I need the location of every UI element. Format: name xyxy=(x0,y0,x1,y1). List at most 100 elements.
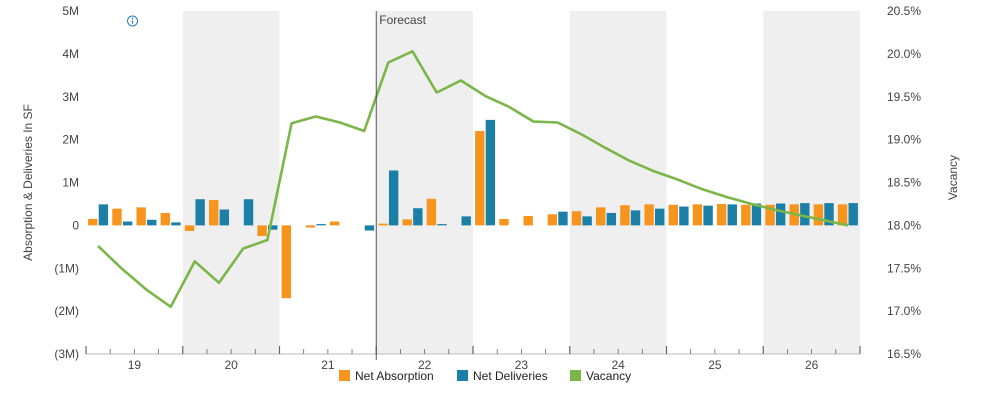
net-deliveries-bar xyxy=(582,216,592,226)
net-absorption-bar xyxy=(281,225,291,299)
net-deliveries-bar xyxy=(679,206,689,226)
vacancy-line xyxy=(97,49,849,309)
net-absorption-bar xyxy=(644,204,654,226)
right-axis-tick: 17.5% xyxy=(887,261,921,275)
net-deliveries-bar xyxy=(243,199,254,226)
net-absorption-bar xyxy=(668,204,678,226)
left-axis-tick: (3M) xyxy=(54,347,79,361)
net-absorption-bar xyxy=(378,223,388,226)
net-absorption-bar xyxy=(305,225,316,228)
net-absorption-bar xyxy=(692,204,703,226)
net-absorption-bar xyxy=(741,204,751,226)
net-deliveries-bar xyxy=(171,222,181,226)
net-absorption-bar xyxy=(402,219,412,226)
net-absorption-bar xyxy=(716,203,727,226)
net-deliveries-bar xyxy=(364,225,375,231)
left-axis-tick: 1M xyxy=(62,176,79,190)
info-circle-outline xyxy=(127,15,139,27)
year-band-26 xyxy=(763,11,860,354)
net-absorption-bar xyxy=(136,207,146,226)
net-deliveries-bar xyxy=(606,212,617,226)
forecast-label: Forecast xyxy=(379,13,426,27)
net-absorption-bar xyxy=(257,225,267,237)
bar-marks xyxy=(88,119,858,299)
net-absorption-bar xyxy=(765,204,775,226)
right-axis-tick: 19.0% xyxy=(887,133,921,147)
net-absorption-bar xyxy=(329,221,340,226)
net-deliveries-bar xyxy=(122,221,133,226)
net-deliveries-bar xyxy=(703,205,713,226)
net-deliveries-bar xyxy=(219,209,230,226)
net-deliveries-bar xyxy=(98,204,109,226)
left-axis-tick: 4M xyxy=(62,47,79,61)
legend-label-0: Net Absorption xyxy=(355,369,434,383)
year-shading-bands xyxy=(182,11,860,354)
net-deliveries-bar xyxy=(437,224,447,226)
net-deliveries-bar xyxy=(388,170,399,226)
net-absorption-bar xyxy=(596,207,606,226)
year-band-20 xyxy=(182,11,280,354)
left-axis-tick: 3M xyxy=(62,90,79,104)
left-axis-title: Absorption & Deliveries In SF xyxy=(21,104,35,261)
legend-swatch-2 xyxy=(570,370,581,381)
left-axis-tick: (1M) xyxy=(54,261,79,275)
net-deliveries-bar xyxy=(775,203,786,226)
left-axis-tick: 5M xyxy=(62,4,79,18)
net-absorption-bar xyxy=(160,212,171,226)
x-tick-label-22: 22 xyxy=(418,358,432,372)
info-dot xyxy=(131,17,134,20)
net-absorption-bar xyxy=(184,225,195,231)
left-axis-tick: 0 xyxy=(72,218,79,232)
legend-label-2: Vacancy xyxy=(586,369,631,383)
annotations: Forecast xyxy=(127,11,427,360)
net-deliveries-bar xyxy=(848,203,858,226)
x-tick-label-23: 23 xyxy=(515,358,529,372)
x-tick-label-26: 26 xyxy=(805,358,819,372)
net-absorption-bar xyxy=(475,131,485,226)
net-deliveries-bar xyxy=(316,224,326,226)
right-axis-tick: 19.5% xyxy=(887,90,921,104)
net-deliveries-bar xyxy=(413,208,423,226)
x-tick-label-25: 25 xyxy=(708,358,722,372)
net-absorption-bar xyxy=(571,211,582,226)
legend-label-1: Net Deliveries xyxy=(473,369,548,383)
legend-swatch-0 xyxy=(339,370,350,381)
net-absorption-bar xyxy=(499,218,509,226)
net-absorption-bar xyxy=(547,214,558,226)
net-deliveries-bar xyxy=(461,216,471,226)
right-axis-tick: 20.0% xyxy=(887,47,921,61)
net-absorption-bar xyxy=(837,204,848,226)
left-axis-tick: 2M xyxy=(62,133,79,147)
legend-swatch-1 xyxy=(457,370,468,381)
net-deliveries-bar xyxy=(630,210,641,226)
right-axis-title: Vacancy xyxy=(946,155,960,200)
net-deliveries-bar xyxy=(727,204,737,226)
net-absorption-bar xyxy=(112,208,122,226)
right-axis-tick: 18.5% xyxy=(887,176,921,190)
net-absorption-bar xyxy=(209,200,219,226)
net-absorption-bar xyxy=(620,205,630,226)
net-deliveries-bar xyxy=(195,199,205,226)
x-tick-label-21: 21 xyxy=(321,358,335,372)
net-deliveries-bar xyxy=(147,219,157,226)
x-tick-label-20: 20 xyxy=(224,358,238,372)
left-axis-tick: (2M) xyxy=(54,304,79,318)
x-tick-label-24: 24 xyxy=(611,358,625,372)
net-absorption-bar xyxy=(88,218,98,226)
net-deliveries-bar xyxy=(751,203,762,226)
net-absorption-bar xyxy=(426,198,437,226)
right-axis-tick: 20.5% xyxy=(887,4,921,18)
net-deliveries-bar xyxy=(824,203,834,226)
net-deliveries-bar xyxy=(558,211,568,226)
right-axis-tick: 16.5% xyxy=(887,347,921,361)
net-absorption-bar xyxy=(813,204,824,226)
right-axis-tick: 17.0% xyxy=(887,304,921,318)
net-deliveries-bar xyxy=(655,208,665,226)
net-deliveries-bar xyxy=(485,119,496,226)
info-circle-icon xyxy=(127,15,139,27)
right-axis-tick: 18.0% xyxy=(887,218,921,232)
net-absorption-bar xyxy=(523,215,533,226)
legend: Net Absorption Net Deliveries Vacancy xyxy=(339,369,631,383)
